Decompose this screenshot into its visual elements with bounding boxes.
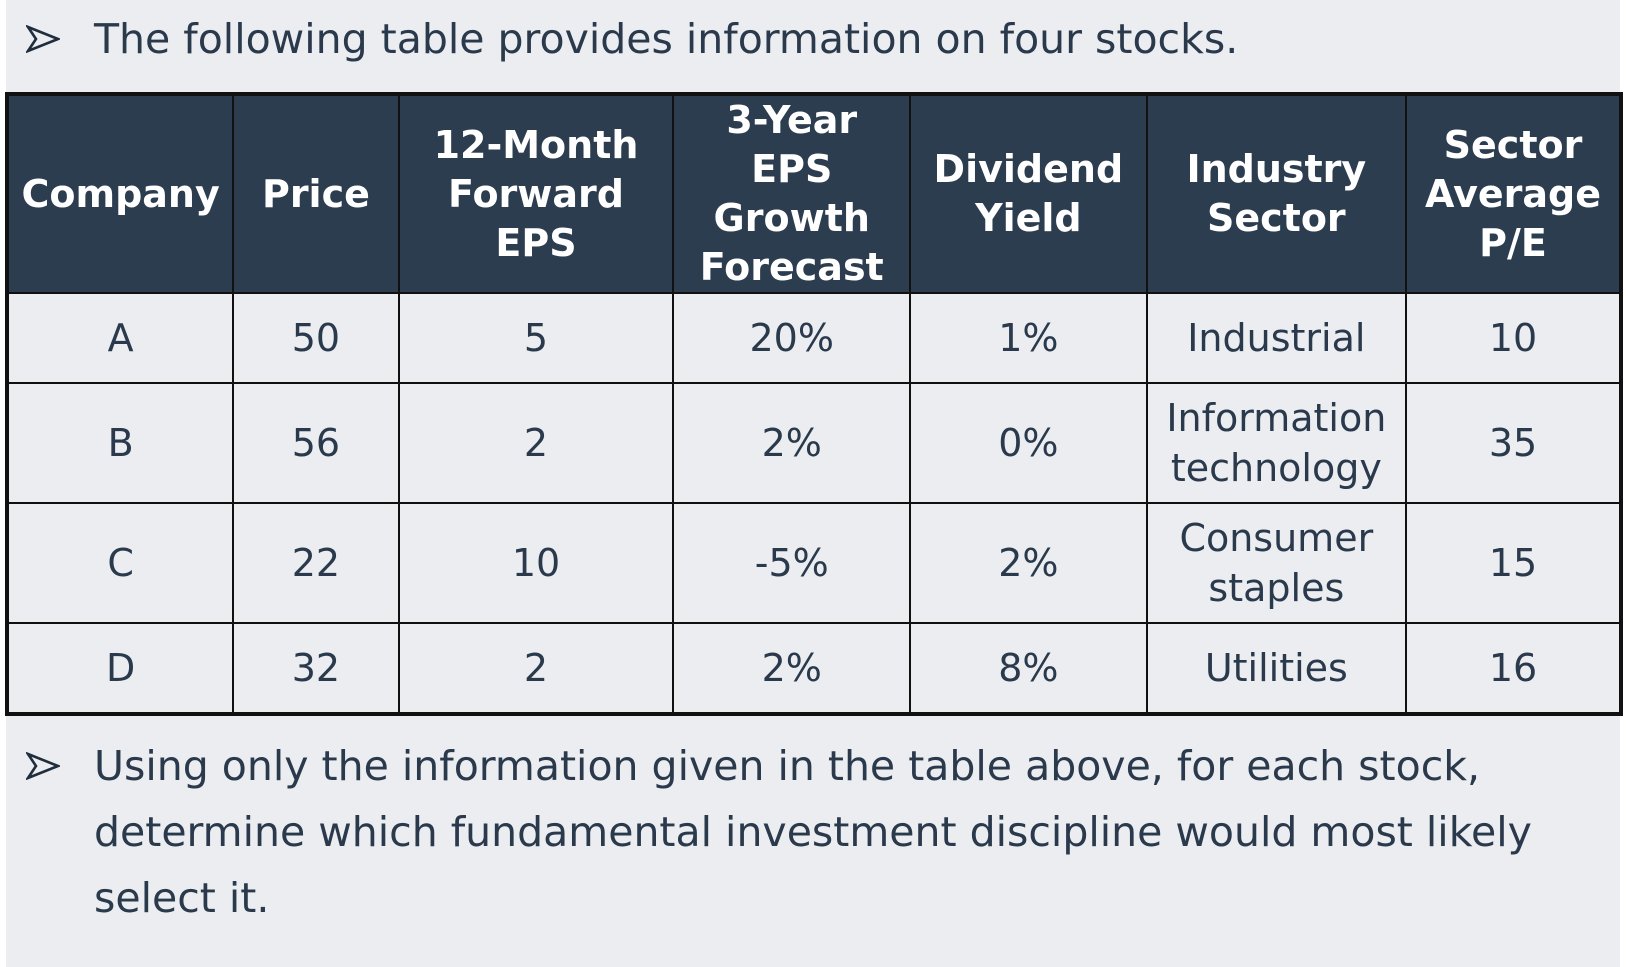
table-row: D 32 2 2% 8% Utilities 16 <box>5 622 1622 715</box>
slide-page: The following table provides information… <box>5 0 1623 967</box>
cell-forward-eps: 2 <box>397 382 675 504</box>
cell-price: 56 <box>232 382 400 504</box>
cell-sector-pe: 15 <box>1405 502 1622 624</box>
cell-company: C <box>5 502 235 624</box>
table-row: C 22 10 -5% 2% Consumer staples 15 <box>5 502 1622 624</box>
cell-industry-sector: Industrial <box>1145 292 1408 384</box>
arrow-bullet-icon <box>26 733 66 799</box>
cell-forward-eps: 10 <box>397 502 675 624</box>
header-sector-pe: Sector Average P/E <box>1405 93 1622 294</box>
header-industry-sector: Industry Sector <box>1145 93 1408 294</box>
cell-forward-eps: 5 <box>397 292 675 384</box>
cell-eps-growth: 2% <box>672 382 912 504</box>
intro-text: The following table provides information… <box>94 15 1239 63</box>
stocks-table: Company Price 12-Month Forward EPS 3-Yea… <box>5 92 1623 716</box>
table-row: B 56 2 2% 0% Information technology 35 <box>5 382 1622 504</box>
cell-industry-sector: Information technology <box>1145 382 1408 504</box>
cell-sector-pe: 10 <box>1405 292 1622 384</box>
cell-company: D <box>5 622 235 715</box>
cell-industry-sector: Consumer staples <box>1145 502 1408 624</box>
arrow-bullet-icon <box>26 6 66 72</box>
cell-company: A <box>5 292 235 384</box>
cell-sector-pe: 35 <box>1405 382 1622 504</box>
cell-eps-growth: 20% <box>672 292 912 384</box>
question-bullet: Using only the information given in the … <box>26 733 1586 931</box>
cell-price: 32 <box>232 622 400 715</box>
cell-dividend-yield: 1% <box>909 292 1148 384</box>
cell-eps-growth: 2% <box>672 622 912 715</box>
cell-industry-sector: Utilities <box>1145 622 1408 715</box>
cell-price: 50 <box>232 292 400 384</box>
cell-company: B <box>5 382 235 504</box>
cell-dividend-yield: 8% <box>909 622 1148 715</box>
table-header-row: Company Price 12-Month Forward EPS 3-Yea… <box>5 93 1622 294</box>
cell-sector-pe: 16 <box>1405 622 1622 715</box>
table-row: A 50 5 20% 1% Industrial 10 <box>5 292 1622 384</box>
header-eps-growth: 3-Year EPS Growth Forecast <box>672 93 912 294</box>
cell-forward-eps: 2 <box>397 622 675 715</box>
header-forward-eps: 12-Month Forward EPS <box>397 93 675 294</box>
header-dividend-yield: Dividend Yield <box>909 93 1148 294</box>
cell-price: 22 <box>232 502 400 624</box>
cell-dividend-yield: 2% <box>909 502 1148 624</box>
cell-eps-growth: -5% <box>672 502 912 624</box>
intro-bullet: The following table provides information… <box>26 6 1238 72</box>
header-price: Price <box>232 93 400 294</box>
cell-dividend-yield: 0% <box>909 382 1148 504</box>
header-company: Company <box>5 93 235 294</box>
question-text: Using only the information given in the … <box>94 742 1532 922</box>
